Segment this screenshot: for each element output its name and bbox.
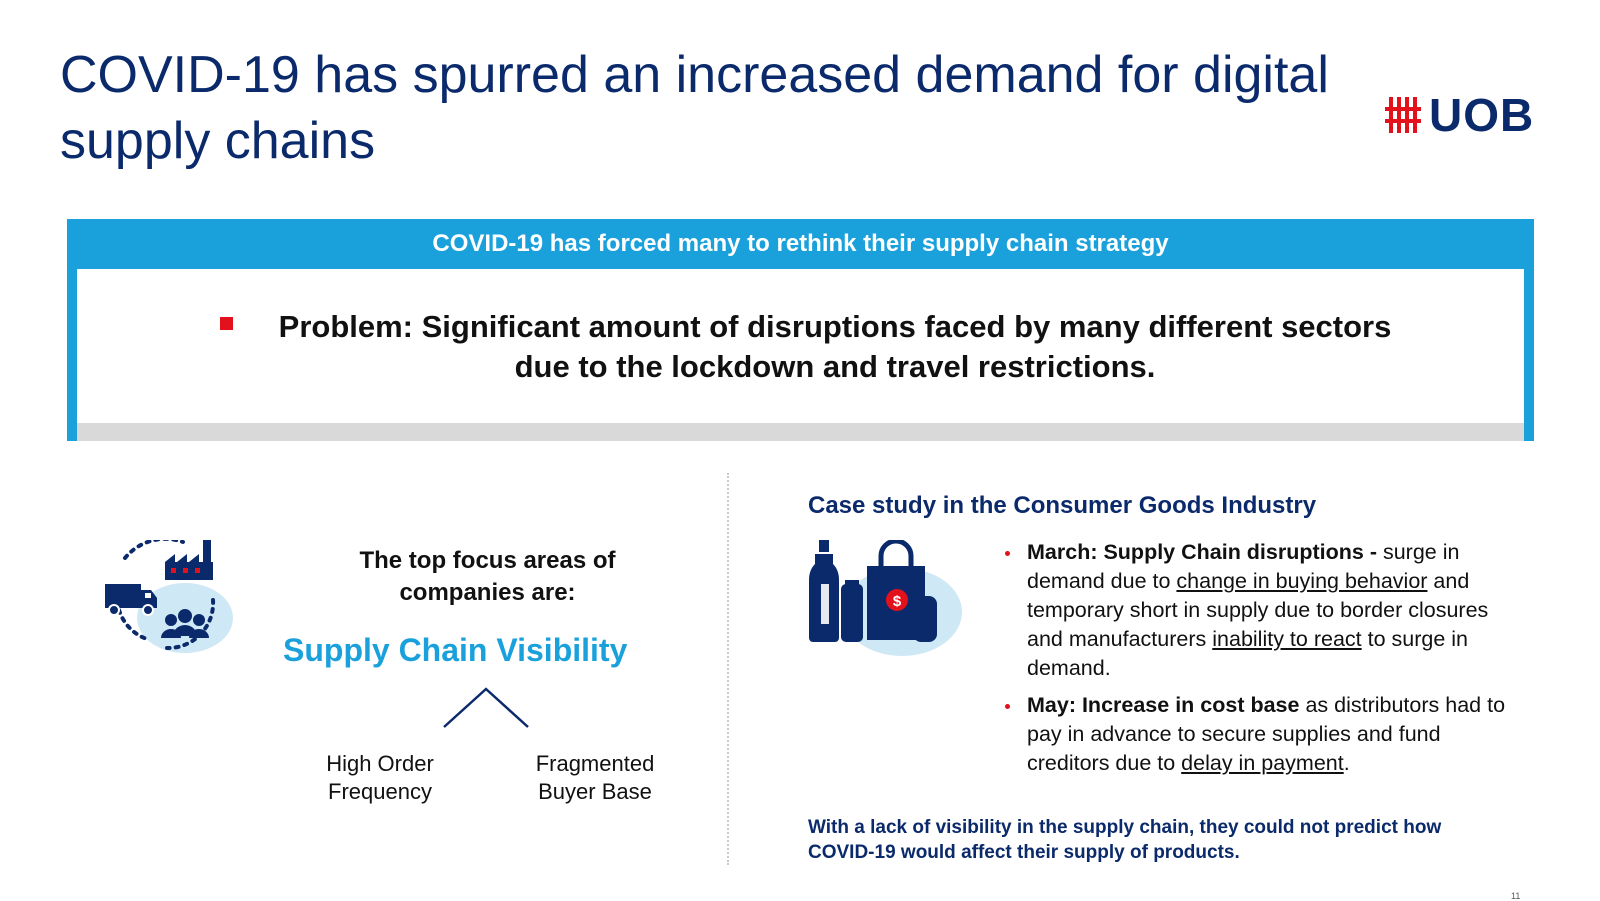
- banner-header: COVID-19 has forced many to rethink thei…: [432, 230, 1169, 257]
- driver-label-buyer-base: Fragmented Buyer Base: [535, 751, 655, 804]
- focus-intro: The top focus areas of companies are:: [359, 547, 616, 606]
- uob-logo: UOB: [1383, 92, 1534, 138]
- consumer-goods-icon: $: [809, 540, 962, 656]
- banner-footer-bar: [77, 423, 1524, 441]
- focus-area-title: Supply Chain Visibility: [283, 632, 628, 668]
- bullet-dot: [1005, 704, 1010, 709]
- page-number: 11: [1511, 891, 1521, 901]
- red-square-bullet: [220, 317, 233, 330]
- emphasis-text: delay in payment: [1181, 751, 1344, 775]
- point-lead: March: Supply Chain disruptions -: [1027, 540, 1377, 564]
- case-point-may: May: Increase in cost base as distributo…: [1005, 691, 1515, 778]
- point-text: and temporary short in supply due to bor…: [1027, 569, 1489, 651]
- case-study-conclusion: With a lack of visibility in the supply …: [808, 817, 1442, 863]
- point-text: surge in demand due to: [1027, 540, 1460, 593]
- uob-logo-icon: [1385, 97, 1421, 133]
- caret-up-icon: [443, 687, 529, 728]
- point-text: .: [1343, 751, 1350, 775]
- logo-text: UOB: [1429, 89, 1535, 141]
- banner-body: Problem: Significant amount of disruptio…: [77, 269, 1524, 441]
- bullet-dot: [1005, 551, 1010, 556]
- point-text: as distributors had to pay in advance to…: [1027, 693, 1506, 775]
- emphasis-text: inability to react: [1212, 627, 1362, 651]
- svg-text:$: $: [893, 593, 902, 610]
- supply-chain-network-icon: [105, 540, 233, 653]
- strategy-banner: COVID-19 has forced many to rethink thei…: [67, 219, 1534, 441]
- slide-title: COVID-19 has spurred an increased demand…: [60, 46, 1329, 170]
- column-divider: [727, 473, 729, 865]
- case-point-march: March: Supply Chain disruptions - surge …: [1005, 538, 1515, 683]
- case-study-points: March: Supply Chain disruptions - surge …: [1005, 538, 1515, 786]
- problem-statement: Problem: Significant amount of disruptio…: [278, 309, 1392, 384]
- point-text: to surge in demand.: [1027, 627, 1469, 680]
- case-study-title: Case study in the Consumer Goods Industr…: [808, 492, 1317, 519]
- point-lead: May: Increase in cost base: [1027, 693, 1300, 717]
- driver-label-order-frequency: High Order Frequency: [326, 751, 434, 804]
- emphasis-text: change in buying behavior: [1176, 569, 1428, 593]
